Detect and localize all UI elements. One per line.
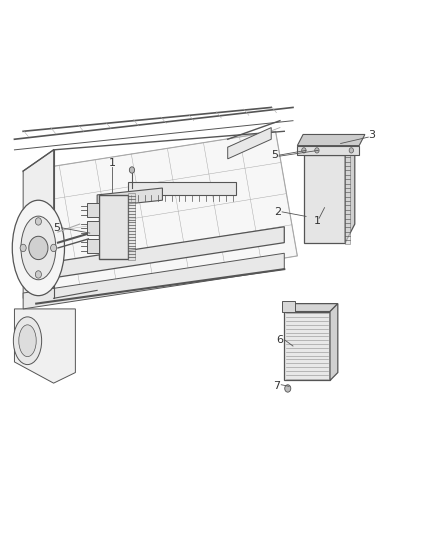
Text: 5: 5 [271,150,278,160]
Polygon shape [23,131,297,298]
Circle shape [129,167,134,173]
Circle shape [29,236,48,260]
Polygon shape [284,312,330,381]
Polygon shape [304,155,345,243]
Polygon shape [14,309,75,383]
Text: 1: 1 [109,158,116,168]
Circle shape [302,148,306,153]
Text: 3: 3 [368,130,375,140]
Circle shape [50,244,57,252]
Circle shape [315,148,319,153]
Bar [127,193,135,260]
Circle shape [20,244,26,252]
Polygon shape [284,304,338,312]
Polygon shape [297,134,365,146]
Bar [127,182,237,195]
Text: 2: 2 [274,207,281,217]
Polygon shape [228,127,271,159]
Polygon shape [282,301,295,312]
Bar [87,204,99,217]
Circle shape [35,271,42,278]
Text: 7: 7 [273,381,280,391]
Circle shape [285,385,291,392]
Bar [87,239,99,253]
Ellipse shape [13,317,42,365]
Circle shape [35,217,42,225]
Ellipse shape [21,216,56,280]
Text: 1: 1 [314,216,321,227]
Ellipse shape [12,200,64,296]
Ellipse shape [19,325,36,357]
Text: 5: 5 [53,223,60,233]
Polygon shape [330,304,338,381]
Text: 6: 6 [276,335,283,345]
Bar [87,221,99,235]
Polygon shape [23,253,284,309]
Polygon shape [297,146,359,155]
Polygon shape [304,136,355,155]
Bar [99,195,127,259]
Polygon shape [23,227,284,282]
Polygon shape [23,150,53,298]
Circle shape [349,148,353,153]
Polygon shape [97,188,162,207]
Bar [345,154,350,244]
Polygon shape [345,136,355,243]
